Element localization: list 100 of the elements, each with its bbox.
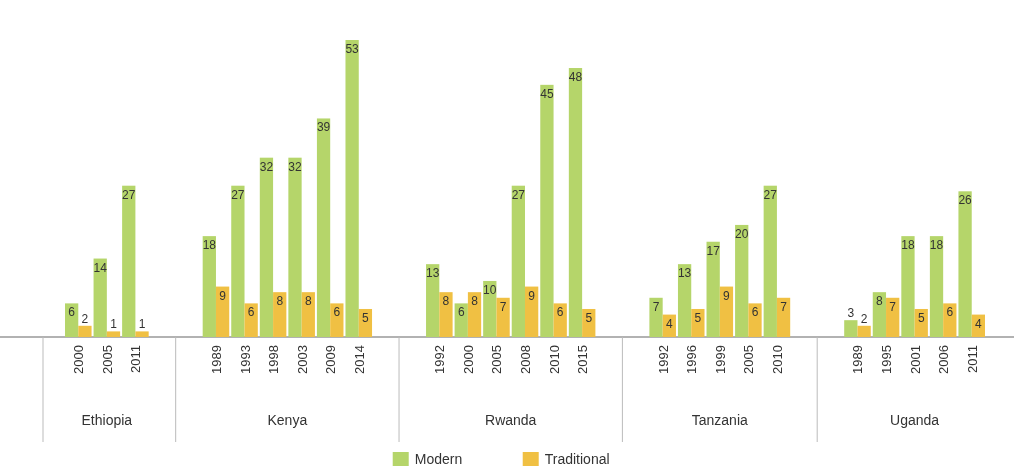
x-tick-label: 2015 — [575, 345, 591, 374]
x-tick-label: 2011 — [128, 345, 144, 373]
bar — [467, 292, 482, 337]
bar — [691, 308, 705, 337]
bar — [748, 303, 762, 337]
legend-label: Traditional — [544, 451, 610, 467]
x-tick-label: 2010 — [546, 345, 562, 374]
data-label: 7 — [780, 299, 788, 314]
x-tick-label: 2005 — [99, 345, 115, 374]
bar — [122, 185, 136, 337]
x-tick-label: 2009 — [323, 345, 339, 374]
data-label: 4 — [665, 316, 673, 331]
data-label: 32 — [259, 159, 274, 174]
data-label: 45 — [540, 86, 554, 101]
legend-label: Modern — [414, 451, 463, 467]
data-label: 1 — [110, 317, 118, 332]
x-axis-title: Rwanda — [485, 412, 537, 428]
bar — [677, 264, 692, 337]
x-tick-label: 2006 — [936, 345, 952, 374]
x-axis-title: Ethiopia — [81, 412, 133, 428]
bar — [78, 325, 92, 337]
data-label: 9 — [219, 288, 227, 303]
x-tick-label: 1993 — [237, 345, 253, 374]
data-label: 48 — [568, 70, 583, 85]
data-label: 8 — [276, 294, 284, 309]
data-label: 13 — [426, 266, 440, 281]
data-label: 5 — [694, 310, 702, 325]
bar — [776, 297, 791, 337]
data-label: 27 — [763, 187, 778, 202]
x-axis-title: Tanzania — [691, 412, 749, 428]
x-axis-title: Uganda — [890, 412, 940, 428]
data-label: 7 — [889, 299, 897, 314]
x-tick-label: 1995 — [879, 345, 895, 374]
bar — [301, 292, 315, 337]
x-tick-label: 2003 — [294, 345, 310, 374]
data-label: 6 — [68, 305, 76, 320]
bar — [106, 331, 121, 337]
x-tick-label: 1996 — [684, 345, 700, 374]
bar — [496, 297, 510, 337]
bar — [215, 286, 230, 337]
x-tick-label: 1992 — [655, 345, 671, 374]
data-label: 5 — [585, 310, 593, 325]
data-label: 18 — [901, 238, 915, 253]
x-tick-label: 1989 — [208, 345, 224, 374]
data-label: 6 — [333, 305, 341, 320]
bar — [649, 297, 663, 337]
bar — [872, 292, 887, 337]
x-tick-label: 2000 — [460, 345, 476, 374]
data-label: 32 — [288, 159, 302, 174]
bar — [929, 236, 944, 337]
x-tick-label: 2010 — [769, 345, 785, 374]
data-label: 17 — [706, 243, 721, 258]
bar — [568, 68, 583, 337]
bar — [525, 286, 539, 337]
data-label: 4 — [975, 316, 983, 331]
data-label: 6 — [247, 305, 255, 320]
data-label: 13 — [677, 266, 692, 281]
data-label: 27 — [122, 187, 136, 202]
data-label: 3 — [847, 306, 855, 321]
data-label: 1 — [138, 317, 146, 332]
data-label: 9 — [528, 288, 536, 303]
data-label: 8 — [304, 294, 312, 309]
x-tick-label: 1999 — [712, 345, 728, 374]
bar — [135, 331, 149, 337]
data-label: 2 — [860, 311, 868, 326]
data-label: 14 — [93, 260, 108, 275]
data-label: 7 — [652, 299, 660, 314]
data-label: 18 — [929, 238, 944, 253]
bar — [288, 157, 302, 337]
bar — [231, 185, 245, 337]
bar — [426, 264, 440, 337]
x-tick-label: 2014 — [351, 345, 367, 374]
data-label: 20 — [735, 226, 749, 241]
x-tick-label: 2008 — [518, 345, 533, 374]
bar — [844, 320, 858, 337]
bar — [958, 191, 972, 337]
x-axis-title: Kenya — [267, 412, 308, 428]
data-label: 7 — [499, 299, 507, 314]
data-label: 8 — [471, 294, 479, 309]
x-tick-label: 1992 — [432, 345, 448, 374]
bar — [511, 185, 525, 337]
bar — [763, 185, 777, 337]
data-label: 10 — [483, 282, 497, 297]
data-label: 9 — [723, 288, 731, 303]
x-tick-label: 1989 — [850, 345, 866, 374]
data-label: 6 — [946, 305, 954, 320]
x-tick-label: 2005 — [489, 345, 505, 374]
x-tick-label: 1998 — [266, 345, 282, 374]
data-label: 18 — [202, 238, 217, 253]
data-label: 27 — [511, 187, 526, 202]
data-label: 53 — [345, 42, 360, 56]
data-label: 5 — [362, 310, 370, 325]
x-tick-label: 2011 — [964, 345, 980, 373]
bar — [719, 286, 734, 337]
bar — [735, 224, 749, 337]
bar — [202, 236, 216, 337]
data-label: 26 — [958, 193, 973, 208]
bar — [93, 258, 107, 337]
data-label: 39 — [316, 120, 331, 135]
data-label: 5 — [917, 310, 925, 325]
